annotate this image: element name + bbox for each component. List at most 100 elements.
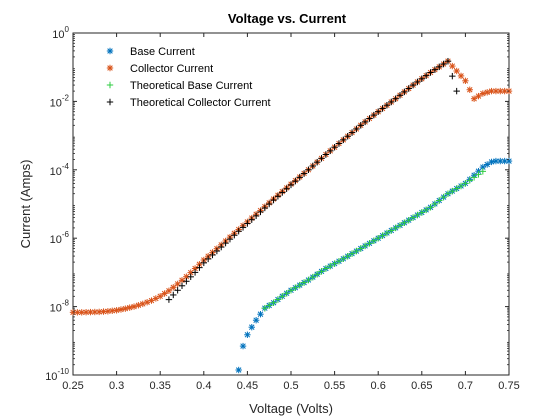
data-point [431, 200, 439, 208]
data-point [348, 129, 356, 136]
data-point [353, 247, 360, 255]
data-point [414, 211, 421, 219]
y-tick-label: 10-6 [50, 230, 70, 246]
data-point [366, 115, 373, 122]
data-point [313, 271, 321, 278]
x-tick-label: 0.7 [458, 380, 473, 392]
data-point [266, 200, 273, 208]
data-point [431, 66, 439, 73]
data-point [453, 87, 460, 95]
data-point [318, 155, 325, 162]
data-point [479, 163, 487, 171]
data-point [396, 92, 404, 99]
data-point [257, 310, 264, 318]
data-point [357, 245, 364, 252]
data-point [340, 255, 347, 262]
data-point [157, 293, 164, 300]
data-point [366, 240, 373, 247]
data-point [266, 302, 273, 309]
data-point [344, 253, 351, 260]
data-point [165, 296, 173, 303]
data-point [104, 308, 112, 315]
y-tick-label: 10-2 [50, 93, 70, 109]
data-point [357, 122, 364, 129]
data-point [361, 242, 369, 250]
data-point [187, 273, 194, 281]
data-point [479, 168, 487, 175]
data-point [178, 277, 186, 284]
data-point [213, 247, 221, 255]
data-point [170, 284, 177, 291]
data-point [222, 239, 229, 247]
legend-marker [106, 98, 114, 106]
x-tick-label: 0.75 [498, 380, 519, 392]
data-point [270, 299, 277, 306]
x-tick-label: 0.4 [196, 380, 211, 392]
data-point [427, 204, 434, 211]
data-point [383, 229, 391, 237]
data-point [370, 111, 378, 119]
data-point [444, 57, 452, 65]
data-point [436, 197, 443, 204]
data-point [174, 287, 181, 294]
legend-entry: Base Current [130, 46, 195, 58]
data-point [322, 151, 330, 158]
data-point [466, 177, 473, 184]
data-point [226, 235, 234, 243]
data-point [152, 295, 160, 302]
data-point [449, 62, 456, 70]
data-point [388, 98, 395, 106]
data-point [318, 268, 325, 275]
data-point [418, 75, 425, 82]
data-point [379, 105, 386, 112]
x-tick-label: 0.5 [283, 380, 298, 392]
x-tick-label: 0.3 [109, 380, 124, 392]
data-point [466, 86, 473, 93]
data-point [178, 282, 186, 289]
data-point [305, 276, 312, 284]
data-point [235, 366, 242, 374]
data-point [375, 108, 382, 115]
data-point [436, 63, 443, 71]
data-point [261, 204, 269, 212]
data-point [488, 158, 495, 166]
data-point [422, 72, 430, 79]
data-point [209, 251, 216, 259]
data-point [418, 209, 425, 216]
x-axis-ticks: 0.25 0.3 0.35 0.4 0.45 0.5 0.55 0.6 0.65 0.7 0.75 [62, 33, 520, 392]
data-point [405, 216, 412, 224]
data-point [335, 258, 343, 265]
data-point [392, 95, 399, 102]
data-point [300, 279, 308, 286]
data-point [470, 174, 478, 181]
data-point [200, 259, 207, 267]
data-point [492, 157, 500, 165]
y-axis-label: Current (Amps) [18, 160, 33, 249]
data-point [274, 193, 282, 200]
data-point [484, 161, 491, 168]
legend-entry: Collector Current [130, 63, 213, 75]
data-point [183, 278, 190, 285]
series-2 [261, 168, 487, 312]
data-point [313, 158, 321, 166]
data-point [449, 72, 456, 80]
data-point [453, 67, 460, 75]
data-point [449, 187, 456, 195]
data-point [244, 220, 251, 227]
data-point [348, 250, 356, 257]
data-point [453, 185, 460, 192]
data-point [370, 237, 378, 244]
data-point [401, 88, 408, 96]
data-point [165, 287, 173, 294]
data-point [261, 304, 269, 312]
x-tick-label: 0.65 [411, 380, 432, 392]
data-point [475, 92, 482, 100]
data-point [322, 265, 330, 272]
data-point [331, 260, 338, 267]
data-point [475, 171, 482, 178]
data-point [462, 77, 469, 85]
data-point [396, 222, 404, 229]
data-point [239, 342, 247, 350]
data-marks [69, 57, 513, 374]
